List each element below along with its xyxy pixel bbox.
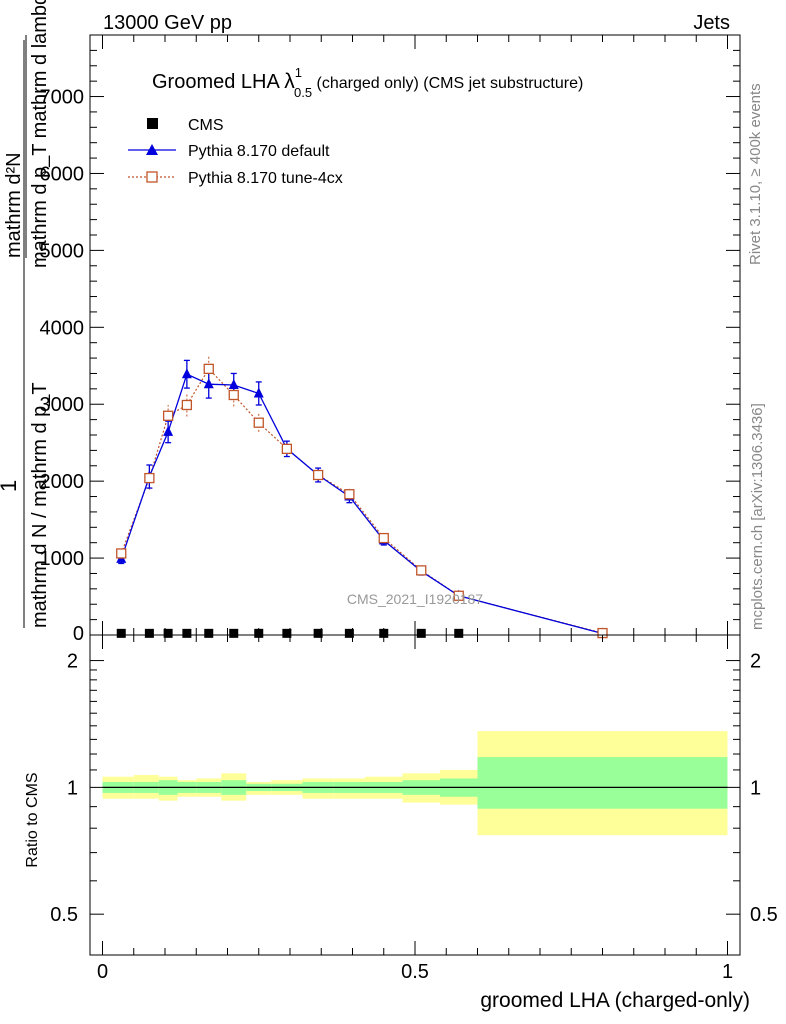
cms-point xyxy=(163,628,173,638)
plot-title-sub: 0.5 xyxy=(294,85,312,100)
cms-point xyxy=(182,628,192,638)
cms-point xyxy=(229,628,239,638)
cms-point xyxy=(416,628,426,638)
legend-default-marker xyxy=(146,144,158,155)
legend: CMS Pythia 8.170 default Pythia 8.170 tu… xyxy=(128,117,343,187)
ylabel-frac: mathrm d N / mathrm d p_T xyxy=(29,382,51,628)
ylabel-numerator: mathrm d²N xyxy=(3,152,25,258)
legend-4cx-marker xyxy=(146,171,158,183)
series-default-point xyxy=(228,379,239,389)
legend-cms-marker xyxy=(147,118,158,129)
cms-point xyxy=(116,628,126,638)
ratio-axis-ticks: 0.5 0.5 1 1 2 2 xyxy=(50,635,778,955)
series-4cx-point xyxy=(253,417,264,428)
main-ytick-label: 1000 xyxy=(40,548,85,570)
side-text-lower: mcplots.cern.ch [arXiv:1306.3436] xyxy=(749,403,766,630)
cms-point xyxy=(379,628,389,638)
header-collision: 13000 GeV pp xyxy=(103,12,232,34)
ratio-ytick-label-right: 2 xyxy=(750,651,761,673)
series-4cx-point xyxy=(203,363,214,374)
plot-title-lambda: λ xyxy=(284,70,295,93)
main-ytick-label: 6000 xyxy=(40,163,85,185)
legend-cms-label: CMS xyxy=(188,117,224,134)
main-series-layer xyxy=(116,355,608,639)
ratio-ytick-label-right: 1 xyxy=(750,777,761,799)
series-4cx-point xyxy=(144,472,155,484)
x-tick-label: 0 xyxy=(97,961,108,983)
main-ytick-label: 5000 xyxy=(40,240,85,262)
cms-point xyxy=(313,628,323,638)
cms-point xyxy=(282,628,292,638)
series-4cx-point xyxy=(181,399,193,411)
ratio-band-inner xyxy=(477,757,728,809)
x-tick-labels: 0 0.5 1 xyxy=(97,961,733,983)
side-text-upper: Rivet 3.1.10, ≥ 400k events xyxy=(747,83,764,265)
plot-title: Groomed LHA λ1 0.5 (charged only) (CMS je… xyxy=(152,65,583,100)
ratio-y-axis-label: Ratio to CMS xyxy=(24,772,41,867)
series-4cx-point xyxy=(312,469,324,481)
header-category: Jets xyxy=(693,12,730,34)
plot-title-main: Groomed LHA xyxy=(152,71,284,93)
series-4cx-point xyxy=(228,389,239,401)
plot-title-sup: 1 xyxy=(295,65,302,80)
legend-4cx-label: Pythia 8.170 tune-4cx xyxy=(188,170,343,187)
cms-point xyxy=(204,628,214,638)
ratio-ytick-label-left: 0.5 xyxy=(50,904,78,926)
analysis-watermark: CMS_2021_I1920187 xyxy=(347,591,483,607)
cms-point xyxy=(454,628,464,638)
ylabel-denominator: mathrm d p_T mathrm d lambda xyxy=(29,0,51,268)
series-4cx-point xyxy=(453,590,464,601)
series-4cx-point xyxy=(281,443,293,454)
legend-default-label: Pythia 8.170 default xyxy=(188,143,330,160)
ratio-ytick-label-right: 0.5 xyxy=(750,904,778,926)
main-ytick-label: 0 xyxy=(73,623,84,645)
cms-point xyxy=(254,628,264,638)
series-default-point xyxy=(181,368,192,379)
series-default-point xyxy=(163,425,174,436)
series-default-line xyxy=(120,373,603,635)
cms-point xyxy=(144,628,154,638)
series-default-point xyxy=(253,387,264,398)
series-4cx-point xyxy=(378,532,389,544)
main-ytick-label: 2000 xyxy=(40,471,85,493)
ratio-ytick-label-left: 1 xyxy=(67,777,78,799)
ratio-panel: 0.5 0.5 1 1 2 2 xyxy=(50,634,778,956)
main-ytick-label: 3000 xyxy=(40,394,85,416)
series-4cx-point xyxy=(116,548,127,559)
main-ytick-label: 7000 xyxy=(40,87,85,109)
main-y-axis-label: mathrm d²N mathrm d p_T mathrm d lambda … xyxy=(0,0,51,628)
ratio-ytick-label-left: 2 xyxy=(67,651,78,673)
x-tick-label: 1 xyxy=(722,961,733,983)
series-4cx-point xyxy=(416,565,427,576)
main-ytick-label: 4000 xyxy=(40,317,85,339)
x-tick-label: 0.5 xyxy=(401,961,429,983)
main-axis-ticks: 1000 2000 3000 4000 5000 6000 7000 0 xyxy=(40,35,740,645)
plot-title-rest: (charged only) (CMS jet substructure) xyxy=(312,75,583,92)
series-4cx-point xyxy=(344,489,355,500)
series-default-point xyxy=(203,378,214,389)
ratio-bands xyxy=(102,731,728,836)
main-panel: 1000 2000 3000 4000 5000 6000 7000 0 xyxy=(40,34,741,645)
cms-point xyxy=(344,628,354,638)
series-4cx-point xyxy=(162,410,174,421)
ylabel-one: 1 xyxy=(0,480,21,492)
x-axis-label: groomed LHA (charged-only) xyxy=(480,989,750,1012)
